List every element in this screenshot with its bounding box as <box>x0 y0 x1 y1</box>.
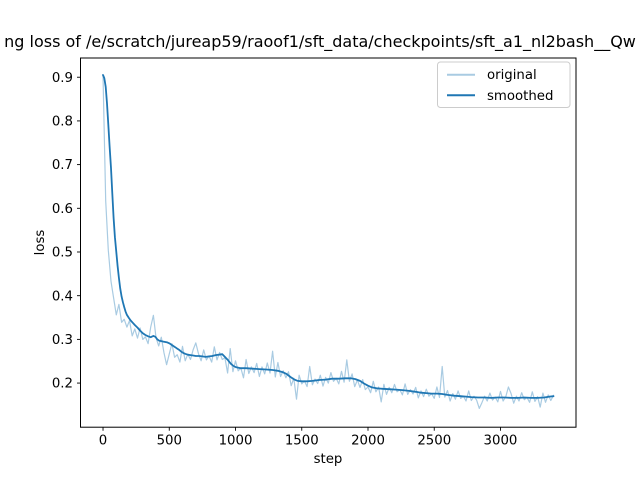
y-tick-label: 0.4 <box>52 289 73 304</box>
legend-smoothed-label: smoothed <box>487 89 553 104</box>
x-tick-label: 0 <box>99 434 107 449</box>
legend: original smoothed <box>437 61 571 108</box>
x-tick-label: 1500 <box>285 434 319 449</box>
x-axis-label: step <box>314 452 343 467</box>
chart-title: ng loss of /e/scratch/jureap59/raoof1/sf… <box>4 32 636 52</box>
axes-frame <box>80 57 577 428</box>
y-tick-label: 0.3 <box>52 333 73 348</box>
x-tick-label: 2500 <box>417 434 451 449</box>
y-tick-label: 0.6 <box>52 202 73 217</box>
legend-original-label: original <box>487 68 537 83</box>
x-tick-label: 500 <box>157 434 182 449</box>
y-tick-label: 0.9 <box>52 71 73 86</box>
y-tick-label: 0.5 <box>52 246 73 261</box>
x-tick-label: 1000 <box>219 434 253 449</box>
y-tick-label: 0.7 <box>52 158 73 173</box>
x-tick-label: 2000 <box>351 434 385 449</box>
original-series-line <box>102 74 555 409</box>
y-axis-label: loss <box>33 230 48 256</box>
y-tick-label: 0.2 <box>52 377 73 392</box>
smoothed-series-line <box>102 74 555 399</box>
plot-area: 0 500 1000 1500 2000 2500 3000 0.2 0.3 0.4 0.5 0.6 0… <box>52 57 577 449</box>
x-tick-label: 3000 <box>484 434 518 449</box>
y-tick-label: 0.8 <box>52 115 73 130</box>
